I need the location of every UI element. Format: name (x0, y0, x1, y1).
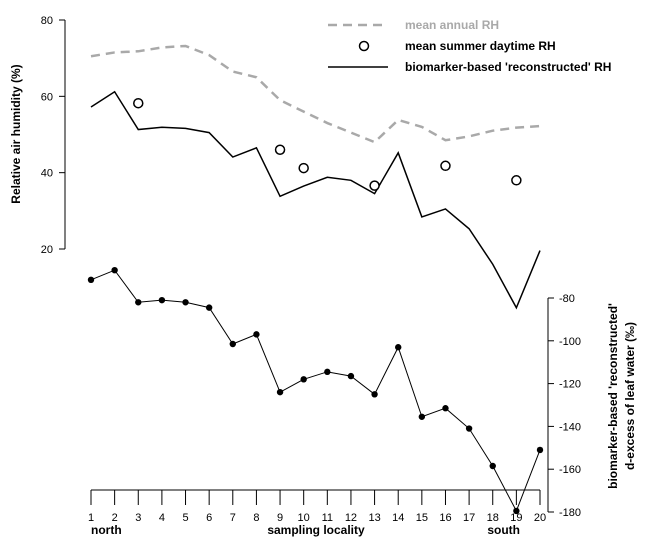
right-axis: -80 -100 -120 -140 -160 -180 biomarker-based … (547, 293, 637, 519)
bottom-tick-label-18: 18 (487, 512, 499, 524)
series-line-reconstructed-rh (90, 90, 541, 310)
legend-label-reconstructed-rh: biomarker-based 'reconstructed' RH (405, 60, 611, 74)
summer-rh-point-13 (369, 180, 380, 191)
bottom-axis: 1 2 3 4 5 6 7 8 9 10 11 12 13 14 15 16 17 18 19 20 north sa… (88, 489, 546, 537)
bottom-tick-label-20: 20 (534, 512, 546, 524)
d-excess-point-20 (536, 446, 544, 454)
left-tick-label-80: 80 (41, 15, 53, 27)
x-axis-end-label-north: north (91, 523, 122, 537)
x-axis-title: sampling locality (267, 523, 365, 537)
summer-rh-point-19 (511, 175, 522, 186)
d-excess-point-10 (300, 376, 307, 383)
left-tick-label-20: 20 (41, 244, 53, 256)
right-tick-label--140: -140 (559, 421, 581, 433)
right-tick-label--80: -80 (559, 293, 575, 305)
bottom-tick-label-16: 16 (439, 512, 451, 524)
legend-label-mean-summer-daytime-rh: mean summer daytime RH (405, 39, 556, 53)
d-excess-point-3 (135, 299, 142, 306)
d-excess-point-18 (489, 462, 496, 470)
right-tick-label--180: -180 (559, 507, 581, 519)
bottom-tick-label-13: 13 (368, 512, 380, 524)
bottom-tick-label-10: 10 (298, 512, 310, 524)
plot-area (87, 44, 544, 515)
left-tick-label-40: 40 (41, 168, 53, 180)
d-excess-point-15 (418, 413, 426, 420)
bottom-tick-label-12: 12 (345, 512, 357, 524)
bottom-tick-label-8: 8 (253, 512, 259, 524)
right-tick-label--100: -100 (559, 336, 581, 348)
d-excess-point-9 (276, 388, 284, 396)
right-axis-title-line2: d-excess of leaf water (‰) (623, 322, 637, 470)
bottom-tick-label-6: 6 (206, 512, 212, 524)
bottom-tick-label-19: 19 (510, 512, 522, 524)
legend-label-mean-annual-rh: mean annual RH (405, 18, 499, 32)
right-tick-label--120: -120 (559, 379, 581, 391)
d-excess-point-13 (371, 391, 378, 398)
bottom-tick-label-9: 9 (277, 512, 283, 524)
bottom-tick-label-14: 14 (392, 512, 404, 524)
series-line-d-excess (90, 269, 541, 513)
summer-rh-point-9 (274, 144, 286, 156)
bottom-tick-label-15: 15 (416, 512, 428, 524)
d-excess-point-4 (158, 296, 166, 304)
left-axis: 20 40 60 80 Relative air humidity (%) (9, 15, 66, 256)
bottom-tick-label-7: 7 (230, 512, 236, 524)
bottom-tick-label-4: 4 (159, 512, 165, 524)
right-axis-title-line1: biomarker-based 'reconstructed' (606, 303, 620, 489)
bottom-tick-label-5: 5 (182, 512, 188, 524)
d-excess-point-16 (442, 405, 449, 412)
d-excess-point-1 (87, 276, 95, 284)
d-excess-point-11 (324, 368, 331, 376)
bottom-tick-label-17: 17 (463, 512, 475, 524)
bottom-tick-label-3: 3 (135, 512, 141, 524)
summer-rh-point-16 (440, 160, 451, 172)
left-axis-title: Relative air humidity (%) (9, 64, 23, 203)
d-excess-point-6 (205, 304, 213, 311)
series-line-mean-annual-rh (90, 44, 541, 144)
d-excess-point-2 (111, 266, 118, 274)
d-excess-point-8 (253, 331, 260, 338)
d-excess-point-19 (513, 507, 520, 515)
summer-rh-point-10 (298, 162, 309, 174)
legend-swatch-mean-summer-daytime-rh (358, 40, 370, 52)
right-tick-label--160: -160 (559, 464, 581, 476)
d-excess-point-5 (182, 299, 189, 306)
x-axis-end-label-south: south (487, 523, 520, 537)
bottom-tick-label-2: 2 (112, 512, 118, 524)
d-excess-point-7 (229, 340, 236, 348)
bottom-tick-label-1: 1 (88, 512, 94, 524)
bottom-tick-label-11: 11 (322, 512, 333, 524)
d-excess-point-14 (395, 344, 402, 351)
d-excess-point-17 (465, 425, 473, 432)
summer-rh-point-3 (133, 97, 144, 109)
left-tick-label-60: 60 (41, 91, 53, 103)
d-excess-point-12 (347, 372, 355, 380)
legend: mean annual RH mean summer daytime RH bi… (328, 18, 611, 74)
